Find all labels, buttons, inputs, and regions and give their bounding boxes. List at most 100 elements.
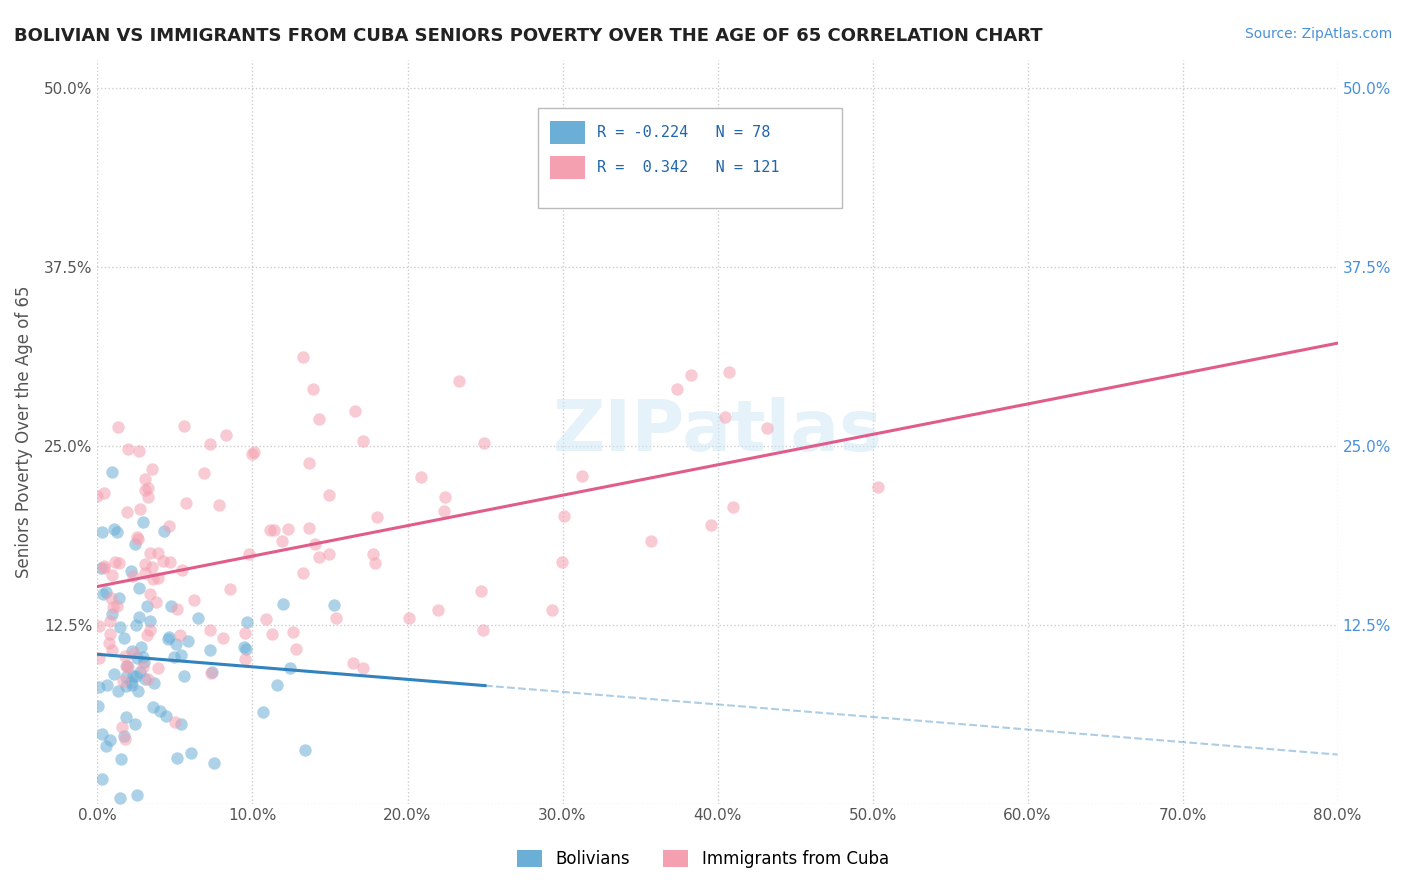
Point [100, 465, 122, 479]
Point [122, 669, 145, 683]
Point [281, 625, 304, 640]
Point [114, 732, 136, 747]
Point [318, 547, 340, 561]
Point [318, 488, 340, 502]
Point [471, 623, 494, 637]
Legend: Bolivians, Immigrants from Cuba: Bolivians, Immigrants from Cuba [510, 843, 896, 875]
Point [212, 631, 235, 645]
Point [96, 678, 118, 692]
Point [139, 546, 162, 560]
Point [107, 684, 129, 698]
Point [114, 648, 136, 663]
Point [122, 569, 145, 583]
Point [100, 591, 122, 606]
Point [101, 607, 124, 621]
Point [136, 490, 159, 504]
Point [434, 490, 457, 504]
Point [157, 630, 180, 644]
Point [134, 672, 156, 686]
Point [125, 530, 148, 544]
Point [262, 626, 284, 640]
Point [103, 599, 125, 614]
Point [136, 672, 159, 686]
Point [714, 409, 737, 424]
Point [308, 412, 330, 426]
Point [718, 365, 741, 379]
Point [551, 555, 574, 569]
Point [128, 444, 150, 458]
Point [132, 515, 155, 529]
Point [87, 680, 110, 694]
Point [352, 434, 374, 448]
Point [141, 560, 163, 574]
Point [198, 437, 221, 451]
Point [298, 521, 321, 535]
Point [129, 640, 152, 654]
Point [91, 727, 114, 741]
Point [235, 615, 257, 630]
Point [169, 628, 191, 642]
Text: BOLIVIAN VS IMMIGRANTS FROM CUBA SENIORS POVERTY OVER THE AGE OF 65 CORRELATION : BOLIVIAN VS IMMIGRANTS FROM CUBA SENIORS… [14, 27, 1043, 45]
Point [170, 563, 193, 577]
Point [166, 602, 188, 616]
Point [215, 428, 238, 442]
Point [156, 632, 179, 646]
Point [124, 647, 146, 661]
Point [142, 699, 165, 714]
Point [145, 594, 167, 608]
Point [343, 404, 366, 418]
Point [170, 716, 193, 731]
Point [157, 519, 180, 533]
Point [277, 523, 299, 537]
Point [143, 676, 166, 690]
Point [114, 631, 136, 645]
Point [352, 661, 374, 675]
Point [98, 627, 121, 641]
Point [117, 659, 139, 673]
Point [266, 678, 288, 692]
Point [285, 641, 308, 656]
Point [170, 648, 193, 662]
Point [148, 546, 170, 560]
Point [252, 705, 274, 719]
Point [120, 564, 142, 578]
Point [103, 522, 125, 536]
Text: R =  0.342   N = 121: R = 0.342 N = 121 [598, 160, 780, 175]
Point [87, 651, 110, 665]
Point [115, 679, 138, 693]
Point [204, 756, 226, 770]
Point [233, 640, 256, 654]
Point [160, 599, 183, 613]
Point [240, 447, 263, 461]
Point [115, 658, 138, 673]
Point [238, 547, 260, 561]
Point [198, 623, 221, 637]
Point [93, 486, 115, 500]
Point [541, 603, 564, 617]
Point [134, 558, 156, 572]
Point [121, 643, 143, 657]
Point [219, 582, 242, 596]
Point [364, 556, 387, 570]
Point [125, 618, 148, 632]
Point [98, 732, 121, 747]
Point [177, 634, 200, 648]
Point [243, 444, 266, 458]
Point [128, 609, 150, 624]
Point [97, 636, 120, 650]
Point [120, 675, 142, 690]
Point [134, 483, 156, 497]
Point [233, 625, 256, 640]
Point [273, 597, 295, 611]
Point [193, 466, 215, 480]
Point [110, 620, 132, 634]
Point [298, 456, 321, 470]
Point [146, 571, 169, 585]
Point [105, 524, 128, 539]
Point [124, 537, 146, 551]
Point [280, 661, 302, 675]
Point [449, 374, 471, 388]
Point [124, 717, 146, 731]
Point [152, 554, 174, 568]
Point [100, 614, 122, 628]
